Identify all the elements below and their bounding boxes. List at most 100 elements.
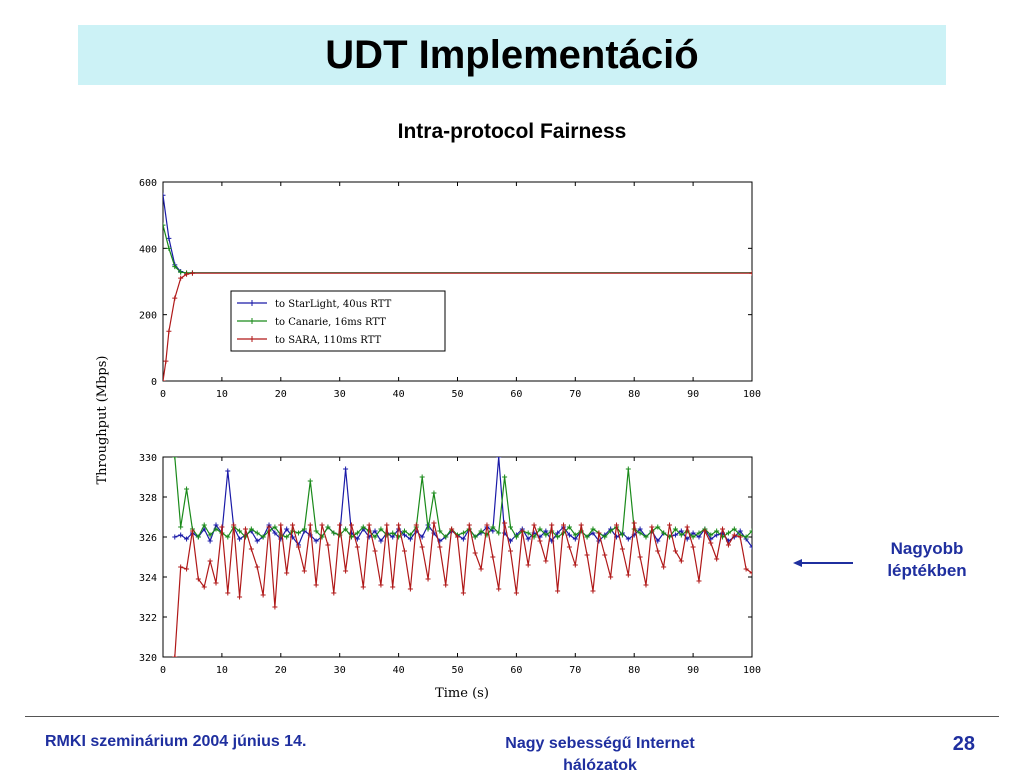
chart-legend: to StarLight, 40us RTT to Canarie, 16ms R…: [230, 290, 446, 352]
bottom-data-point: [390, 530, 396, 536]
top-x-tick-label: 20: [275, 389, 287, 400]
bottom-data-point: [307, 522, 313, 528]
bottom-data-point: [284, 534, 290, 540]
bottom-data-point: [372, 528, 378, 534]
top-y-tick-label: 400: [139, 244, 157, 255]
bottom-data-point: [413, 522, 419, 528]
bottom-series-group: [172, 457, 752, 657]
bottom-data-point: [566, 544, 572, 550]
bottom-x-tick-label: 60: [510, 665, 522, 676]
bottom-data-point: [490, 554, 496, 560]
bottom-data-point: [661, 564, 667, 570]
bottom-series-line-1: [174, 457, 752, 539]
bottom-data-point: [419, 474, 425, 480]
bottom-data-point: [478, 566, 484, 572]
footer-topic: Nagy sebességű Internet hálózatok: [505, 735, 695, 774]
bottom-data-point: [584, 534, 590, 540]
bottom-data-point: [513, 534, 519, 540]
bottom-data-point: [502, 520, 508, 526]
bottom-data-point: [431, 490, 437, 496]
bottom-data-point: [172, 457, 178, 460]
bottom-data-point: [566, 524, 572, 530]
bottom-data-point: [201, 584, 207, 590]
bottom-data-point: [702, 528, 708, 534]
bottom-data-point: [390, 584, 396, 590]
bottom-y-tick-label: 326: [139, 533, 157, 544]
bottom-data-point: [260, 534, 266, 540]
bottom-data-point: [343, 568, 349, 574]
bottom-data-point: [178, 524, 184, 530]
bottom-data-point: [502, 474, 508, 480]
bottom-data-point: [354, 544, 360, 550]
bottom-data-point: [237, 536, 243, 542]
bottom-data-point: [407, 532, 413, 538]
bottom-chart: 0 10 20 30 40 50 60 70 80 90 100 320 322 324 326 328 330: [139, 453, 761, 676]
y-axis-label: Throughput (Mbps): [95, 356, 110, 485]
bottom-data-point: [672, 548, 678, 554]
bottom-data-point: [254, 564, 260, 570]
bottom-data-point: [184, 486, 190, 492]
chart-subtitle: Intra-protocol Fairness: [397, 120, 627, 143]
legend-entry-0: to StarLight, 40us RTT: [275, 299, 392, 310]
bottom-data-point: [207, 532, 213, 538]
bottom-data-point: [348, 522, 354, 528]
bottom-data-point: [625, 536, 631, 542]
bottom-x-tick-label: 10: [216, 665, 228, 676]
bottom-data-point: [449, 526, 455, 532]
bottom-data-point: [602, 552, 608, 558]
bottom-data-point: [443, 534, 449, 540]
bottom-data-point: [372, 548, 378, 554]
bottom-data-point: [649, 524, 655, 530]
bottom-data-point: [725, 542, 731, 548]
top-x-tick-label: 0: [160, 389, 166, 400]
top-x-tick-label: 40: [393, 389, 405, 400]
bottom-data-point: [466, 522, 472, 528]
bottom-data-point: [743, 566, 749, 572]
bottom-data-point: [337, 522, 343, 528]
bottom-data-point: [319, 522, 325, 528]
bottom-data-point: [566, 532, 572, 538]
top-data-point: [166, 245, 172, 251]
bottom-data-point: [625, 466, 631, 472]
bottom-data-point: [360, 524, 366, 530]
bottom-data-point: [643, 582, 649, 588]
bottom-data-point: [396, 522, 402, 528]
bottom-data-point: [272, 530, 278, 536]
bottom-data-point: [714, 528, 720, 534]
bottom-data-point: [590, 526, 596, 532]
top-data-point: [184, 271, 190, 277]
bottom-data-point: [419, 544, 425, 550]
bottom-data-point: [237, 594, 243, 600]
bottom-data-point: [278, 522, 284, 528]
top-x-tick-label: 30: [334, 389, 346, 400]
bottom-data-point: [525, 536, 531, 542]
bottom-data-point: [737, 534, 743, 540]
bottom-data-point: [661, 530, 667, 536]
bottom-data-point: [437, 544, 443, 550]
top-data-point: [163, 192, 166, 198]
bottom-data-point: [596, 530, 602, 536]
bottom-data-point: [301, 526, 307, 532]
bottom-data-point: [720, 526, 726, 532]
bottom-data-point: [508, 548, 514, 554]
bottom-data-point: [519, 528, 525, 534]
bottom-data-point: [231, 522, 237, 528]
bottom-data-point: [260, 592, 266, 598]
bottom-data-point: [219, 524, 225, 530]
bottom-y-tick-label: 324: [139, 573, 157, 584]
bottom-data-point: [401, 548, 407, 554]
legend-entry-1: to Canarie, 16ms RTT: [275, 317, 386, 328]
bottom-data-point: [455, 534, 460, 540]
bottom-data-point: [543, 532, 549, 538]
bottom-x-tick-label: 100: [743, 665, 761, 676]
bottom-series-line-2: [174, 522, 752, 657]
bottom-data-point: [425, 526, 431, 532]
bottom-data-point: [378, 526, 384, 532]
bottom-data-point: [725, 530, 731, 536]
bottom-data-point: [295, 544, 301, 550]
bottom-x-tick-label: 40: [393, 665, 405, 676]
bottom-x-tick-label: 50: [451, 665, 463, 676]
bottom-data-point: [655, 538, 661, 544]
slide-title: UDT Implementáció: [325, 32, 699, 77]
bottom-data-point: [749, 570, 752, 576]
